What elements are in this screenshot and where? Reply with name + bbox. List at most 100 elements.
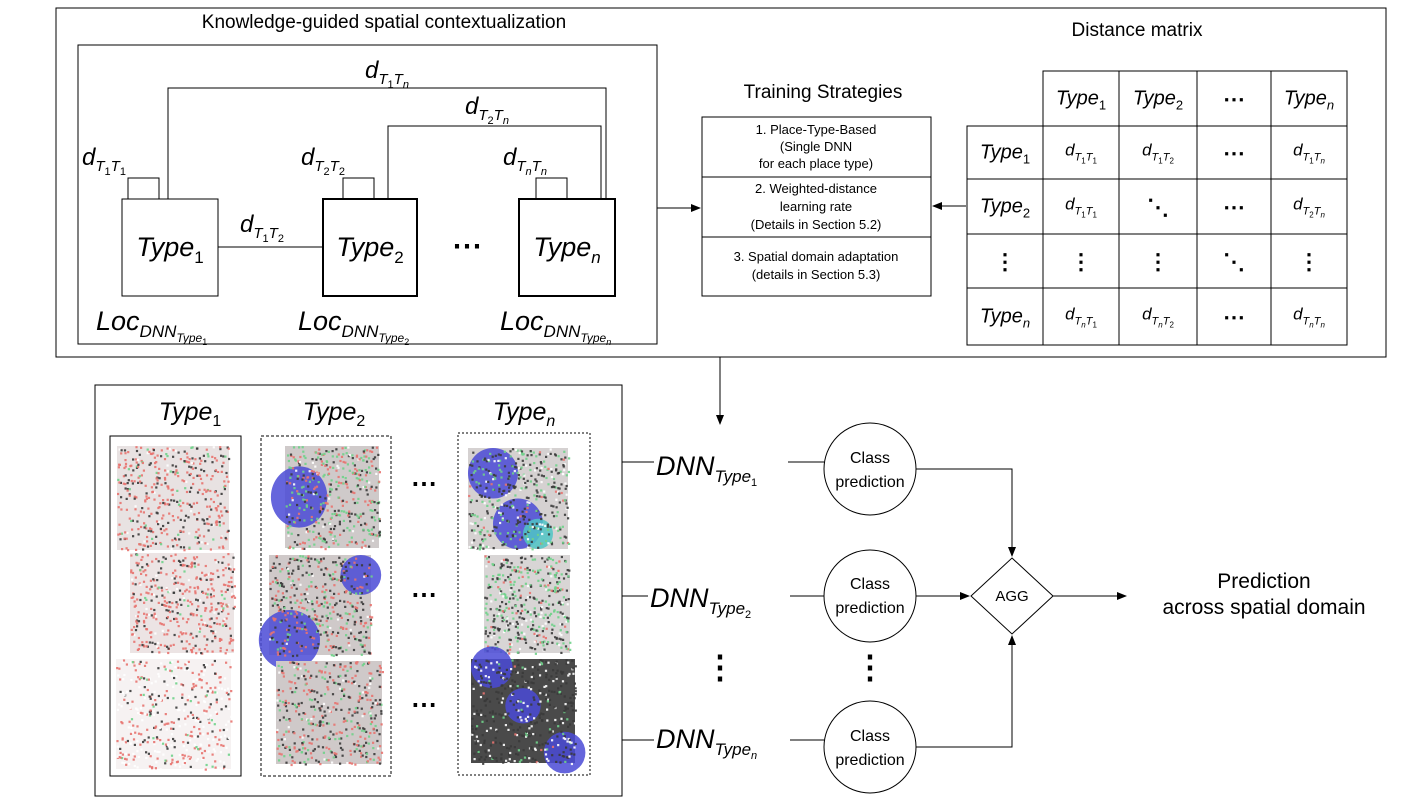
cell-dot bbox=[341, 499, 345, 502]
cell-dot bbox=[560, 491, 563, 495]
cell-dot bbox=[137, 562, 140, 565]
cell-dot bbox=[483, 534, 486, 537]
cell-dot bbox=[218, 623, 221, 626]
cell-dot bbox=[145, 495, 148, 498]
cell-dot bbox=[561, 612, 564, 615]
cell-dot bbox=[490, 662, 493, 665]
training-strategies-title: Training Strategies bbox=[744, 82, 903, 103]
cell-dot bbox=[319, 720, 322, 723]
cell-dot bbox=[524, 679, 528, 683]
cell-dot bbox=[226, 588, 229, 591]
cell-dot bbox=[319, 723, 322, 726]
cell-dot bbox=[176, 603, 179, 606]
cell-dot bbox=[150, 486, 153, 489]
cell-dot bbox=[497, 507, 500, 510]
cell-dot bbox=[348, 541, 351, 544]
cell-dot bbox=[340, 576, 343, 579]
cell-dot bbox=[365, 694, 368, 697]
cell-dot bbox=[159, 502, 162, 505]
cell-dot bbox=[172, 455, 175, 458]
cell-dot bbox=[149, 697, 152, 700]
cell-dot bbox=[220, 594, 224, 597]
cell-dot bbox=[372, 741, 375, 744]
cell-dot bbox=[485, 681, 488, 684]
cell-dot bbox=[211, 461, 214, 464]
cell-dot bbox=[516, 716, 519, 719]
cell-dot bbox=[369, 698, 372, 702]
cell-dot bbox=[230, 737, 234, 740]
cell-dot bbox=[165, 722, 168, 725]
cell-dot bbox=[353, 725, 356, 728]
cell-dot bbox=[506, 535, 509, 538]
cell-dot bbox=[364, 485, 367, 488]
cell-dot bbox=[497, 453, 500, 456]
cell-dot bbox=[519, 566, 522, 569]
cell-dot bbox=[516, 449, 519, 452]
cell-dot bbox=[152, 449, 155, 452]
cell-dot bbox=[550, 675, 553, 678]
cell-dot bbox=[223, 597, 226, 600]
cell-dot bbox=[331, 455, 334, 458]
cell-dot bbox=[188, 643, 191, 646]
cell-dot bbox=[197, 605, 200, 608]
cell-dot bbox=[191, 671, 194, 674]
cell-dot bbox=[554, 718, 557, 722]
cell-dot bbox=[478, 663, 481, 666]
cell-dot bbox=[305, 531, 308, 534]
distance-label-d12: dT1T2 bbox=[240, 211, 284, 245]
cell-dot bbox=[527, 686, 530, 689]
cell-dot bbox=[190, 446, 193, 449]
cell-dot bbox=[206, 650, 209, 653]
cell-dot bbox=[146, 728, 149, 731]
cell-dot bbox=[482, 544, 485, 547]
cell-dot bbox=[208, 625, 211, 628]
cell-dot bbox=[206, 593, 209, 596]
cell-dot bbox=[227, 584, 230, 587]
cell-dot bbox=[172, 449, 175, 452]
cell-dot bbox=[515, 448, 518, 451]
cell-dot bbox=[317, 745, 320, 748]
cell-dot bbox=[528, 727, 531, 730]
cell-dot bbox=[131, 519, 134, 522]
cell-dot bbox=[524, 641, 528, 644]
cell-dot bbox=[165, 604, 168, 608]
cell-dot bbox=[119, 690, 122, 693]
cell-dot bbox=[556, 511, 559, 514]
cell-dot bbox=[299, 555, 302, 558]
cell-dot bbox=[227, 612, 230, 615]
cell-dot bbox=[573, 746, 576, 749]
cell-dot bbox=[212, 748, 215, 751]
cell-dot bbox=[304, 712, 307, 715]
cell-dot bbox=[203, 709, 206, 712]
panel-type1-label: Type1 bbox=[159, 398, 222, 430]
cell-dot bbox=[288, 546, 291, 550]
cell-dot bbox=[365, 583, 368, 586]
cell-dot bbox=[525, 735, 528, 738]
cell-dot bbox=[370, 485, 373, 488]
cell-dot bbox=[315, 675, 318, 678]
cell-dot bbox=[289, 596, 292, 599]
cell-dot bbox=[529, 747, 532, 750]
cell-dot bbox=[194, 695, 197, 699]
cell-dot bbox=[171, 610, 174, 613]
cell-dot bbox=[490, 473, 493, 476]
cell-dot bbox=[118, 703, 121, 706]
cell-dot bbox=[173, 739, 176, 743]
cell-dot bbox=[274, 577, 277, 580]
cell-dot bbox=[543, 490, 546, 493]
cell-dot bbox=[186, 564, 189, 568]
cell-dot bbox=[286, 525, 289, 528]
cell-dot bbox=[507, 483, 510, 486]
cell-dot bbox=[546, 525, 549, 528]
cell-dot bbox=[194, 458, 197, 461]
cell-dot bbox=[209, 690, 212, 693]
cell-dot bbox=[141, 556, 144, 559]
cell-dot bbox=[485, 468, 488, 471]
class-prediction-node-1 bbox=[823, 422, 917, 516]
matrix-row-header: Type2 bbox=[980, 196, 1030, 221]
cell-dot bbox=[187, 516, 190, 519]
cell-dot bbox=[539, 513, 542, 516]
cell-dot bbox=[191, 713, 194, 717]
cell-dot bbox=[515, 620, 518, 624]
cell-dot bbox=[469, 501, 472, 504]
